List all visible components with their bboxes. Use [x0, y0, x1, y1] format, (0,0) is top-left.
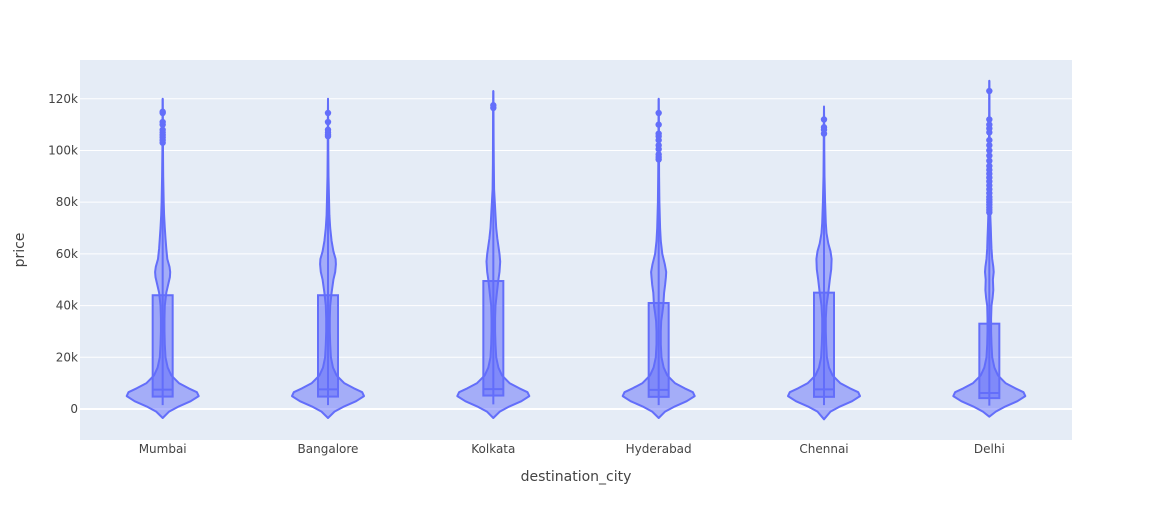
- x-tick-label: Bangalore: [298, 442, 359, 456]
- violin-box: [813, 291, 835, 398]
- y-tick-label: 100k: [48, 143, 78, 157]
- outlier-point: [655, 109, 662, 117]
- x-axis-ticks: Mumbai Bangalore Kolkata Hyderabad Chennai De…: [139, 442, 1005, 456]
- outlier-point: [986, 136, 993, 144]
- x-tick-label: Chennai: [799, 442, 848, 456]
- outlier-point: [159, 108, 166, 115]
- y-tick-label: 80k: [56, 195, 78, 209]
- violin-hyderabad: [621, 97, 696, 419]
- y-axis-ticks: 0 20k 40k 60k 80k 100k 120k: [48, 92, 78, 416]
- violin-bangalore: [291, 97, 365, 419]
- violin-delhi: [952, 79, 1027, 418]
- y-tick-label: 20k: [56, 350, 78, 364]
- x-tick-label: Kolkata: [471, 442, 515, 456]
- outlier-point: [655, 151, 662, 158]
- outlier-point: [986, 147, 993, 154]
- x-tick-label: Hyderabad: [626, 442, 692, 456]
- outlier-point: [490, 102, 497, 109]
- violin-box: [317, 294, 339, 398]
- x-axis-title: destination_city: [521, 469, 632, 485]
- violin-box: [978, 322, 1001, 400]
- outlier-point: [655, 121, 662, 128]
- violins: [125, 79, 1027, 421]
- outlier-point: [986, 116, 993, 123]
- gridlines: [80, 98, 1072, 410]
- outlier-point: [324, 126, 332, 133]
- y-tick-label: 60k: [56, 247, 78, 261]
- violin-chennai: [787, 105, 861, 421]
- outlier-point: [159, 118, 166, 126]
- plot-background: [80, 60, 1072, 440]
- x-tick-label: Mumbai: [139, 442, 187, 456]
- violin-kolkata: [456, 90, 531, 419]
- outlier-point: [820, 116, 828, 123]
- outlier-point: [986, 157, 993, 165]
- x-tick-label: Delhi: [974, 442, 1005, 456]
- y-tick-label: 120k: [48, 92, 78, 106]
- outlier-point: [986, 87, 993, 95]
- outlier-point: [986, 142, 993, 149]
- outlier-point: [986, 121, 993, 128]
- y-tick-label: 40k: [56, 299, 78, 313]
- outlier-point: [820, 124, 828, 131]
- y-tick-label: 0: [70, 402, 78, 416]
- violin-box: [647, 301, 670, 398]
- outlier-point: [324, 118, 332, 126]
- outlier-point: [986, 162, 993, 170]
- violin-box: [482, 280, 505, 397]
- y-axis-title: price: [12, 233, 28, 268]
- violin-mumbai: [125, 97, 200, 419]
- outlier-point: [159, 126, 166, 133]
- violin-box: [151, 294, 174, 398]
- outlier-point: [655, 142, 662, 149]
- outlier-point: [324, 109, 332, 117]
- outlier-point: [986, 152, 993, 159]
- outlier-point: [655, 130, 662, 137]
